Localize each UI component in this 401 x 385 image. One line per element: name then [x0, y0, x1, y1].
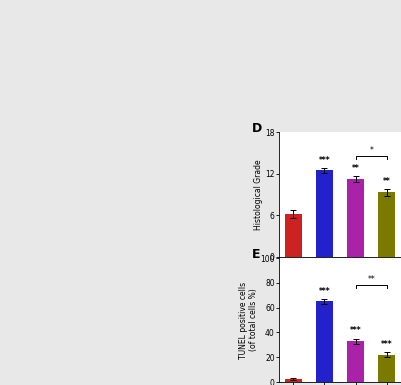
Text: ***: *** — [350, 326, 361, 335]
Text: ***: *** — [318, 287, 330, 296]
Bar — [378, 355, 395, 382]
Text: E: E — [252, 248, 261, 261]
Bar — [378, 192, 395, 257]
Text: *: * — [369, 146, 373, 155]
Bar — [316, 301, 333, 382]
Bar — [285, 379, 302, 382]
Bar — [347, 341, 364, 382]
Bar — [316, 170, 333, 257]
Text: ***: *** — [381, 340, 393, 349]
Text: **: ** — [352, 164, 359, 173]
Bar — [285, 214, 302, 257]
Y-axis label: TUNEL positive cells
(of total cells %): TUNEL positive cells (of total cells %) — [239, 281, 258, 358]
Text: ***: *** — [318, 156, 330, 165]
Text: D: D — [252, 122, 262, 135]
Text: **: ** — [367, 275, 375, 284]
Y-axis label: Histological Grade: Histological Grade — [254, 159, 263, 230]
Bar — [347, 179, 364, 257]
Text: **: ** — [383, 177, 391, 186]
